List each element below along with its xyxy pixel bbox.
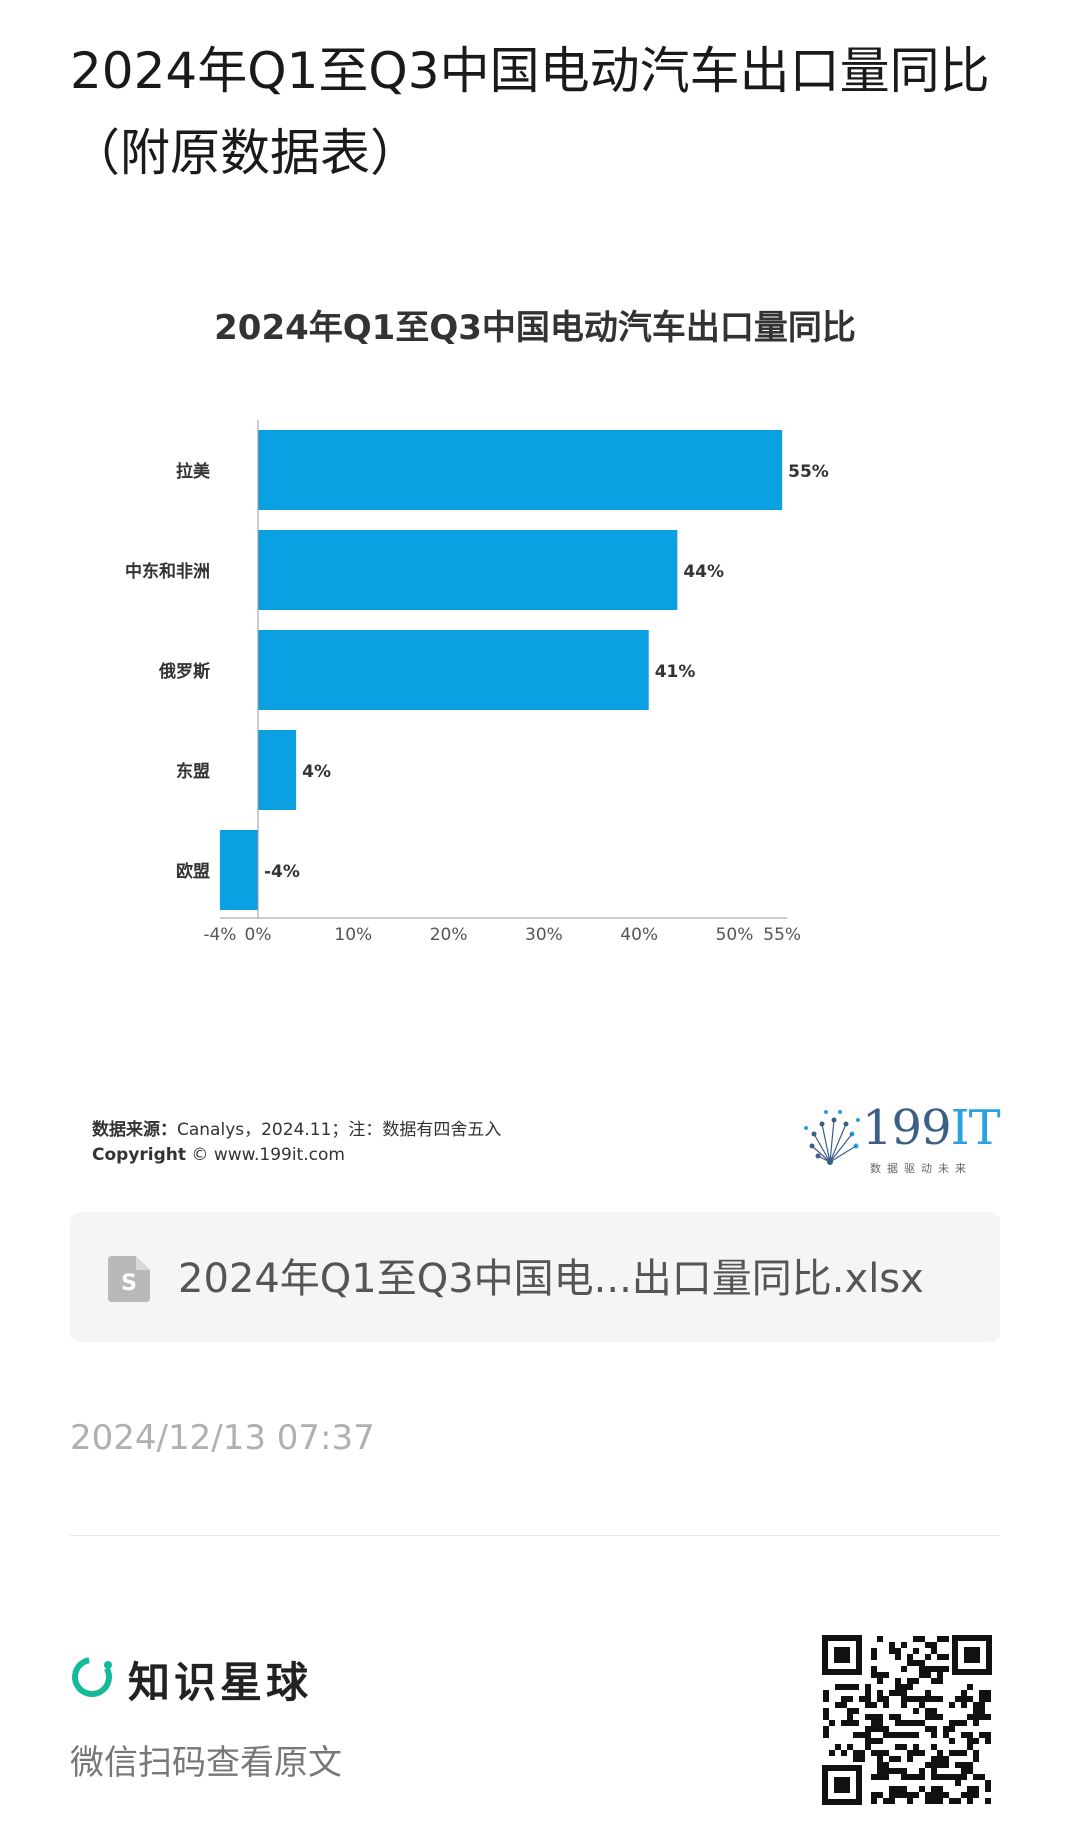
spreadsheet-file-icon: S bbox=[108, 1256, 150, 1302]
x-tick-label-1: 0% bbox=[245, 925, 272, 945]
chart-title: 2024年Q1至Q3中国电动汽车出口量同比 bbox=[214, 308, 856, 348]
scan-hint: 微信扫码查看原文 bbox=[70, 1743, 342, 1783]
dandelion-logo-icon bbox=[804, 1110, 860, 1165]
source-text: Canalys，2024.11；注：数据有四舍五入 bbox=[177, 1120, 502, 1140]
x-tick-label-7: 55% bbox=[763, 925, 801, 945]
zsxq-logo-icon bbox=[72, 1657, 112, 1697]
bar-4 bbox=[219, 830, 258, 910]
logo-wordmark: 199IT bbox=[862, 1100, 1001, 1156]
logo-main: 199 bbox=[862, 1100, 952, 1156]
logo-accent: IT bbox=[950, 1100, 1001, 1156]
data-label-0: 55% bbox=[788, 462, 829, 482]
file-name: 2024年Q1至Q3中国电...出口量同比.xlsx bbox=[178, 1256, 924, 1302]
bar-chart: 拉美 55% 中东和非洲 44% 俄罗斯 41% 东盟 4% 欧盟 -4% -4% 0% 10% 20% 3… bbox=[125, 420, 829, 945]
divider bbox=[70, 1535, 1000, 1536]
category-label-3: 东盟 bbox=[176, 761, 210, 782]
copyright-text: © www.199it.com bbox=[191, 1145, 345, 1165]
category-label-4: 欧盟 bbox=[176, 861, 210, 882]
x-tick-label-2: 10% bbox=[334, 925, 372, 945]
post-timestamp: 2024/12/13 07:37 bbox=[70, 1418, 375, 1458]
x-tick-label-5: 40% bbox=[620, 925, 658, 945]
brand-name: 知识星球 bbox=[128, 1658, 313, 1707]
data-label-1: 44% bbox=[683, 562, 724, 582]
data-label-2: 41% bbox=[655, 662, 696, 682]
svg-text:S: S bbox=[121, 1271, 137, 1296]
chart-image[interactable]: 2024年Q1至Q3中国电动汽车出口量同比 拉美 55% 中东和非洲 44% 俄罗斯 41… bbox=[70, 280, 1010, 1200]
bar-2 bbox=[258, 630, 649, 710]
copyright-label: Copyright bbox=[92, 1145, 187, 1165]
x-tick-label-4: 30% bbox=[525, 925, 563, 945]
bar-1 bbox=[258, 530, 678, 610]
qr-code[interactable] bbox=[822, 1635, 992, 1805]
data-label-3: 4% bbox=[302, 762, 331, 782]
logo-tagline: 数据驱动未来 bbox=[870, 1162, 972, 1175]
copyright-line: Copyright © www.199it.com bbox=[92, 1145, 345, 1165]
x-tick-label-0: -4% bbox=[203, 925, 236, 945]
source-line: 数据来源：Canalys，2024.11；注：数据有四舍五入 bbox=[92, 1115, 501, 1140]
bar-3 bbox=[258, 730, 297, 810]
data-label-4: -4% bbox=[264, 862, 300, 882]
category-label-2: 俄罗斯 bbox=[158, 661, 210, 682]
category-label-0: 拉美 bbox=[176, 461, 211, 482]
bar-0 bbox=[258, 430, 783, 510]
post-title: 2024年Q1至Q3中国电动汽车出口量同比（附原数据表） bbox=[70, 42, 990, 182]
source-label: 数据来源： bbox=[92, 1120, 177, 1140]
x-tick-label-6: 50% bbox=[716, 925, 754, 945]
x-tick-label-3: 20% bbox=[430, 925, 468, 945]
brand-logo-199it: 199IT 数据驱动未来 bbox=[800, 1100, 1001, 1180]
category-label-1: 中东和非洲 bbox=[125, 561, 210, 582]
attachment-file[interactable]: S 2024年Q1至Q3中国电...出口量同比.xlsx bbox=[70, 1212, 1000, 1342]
